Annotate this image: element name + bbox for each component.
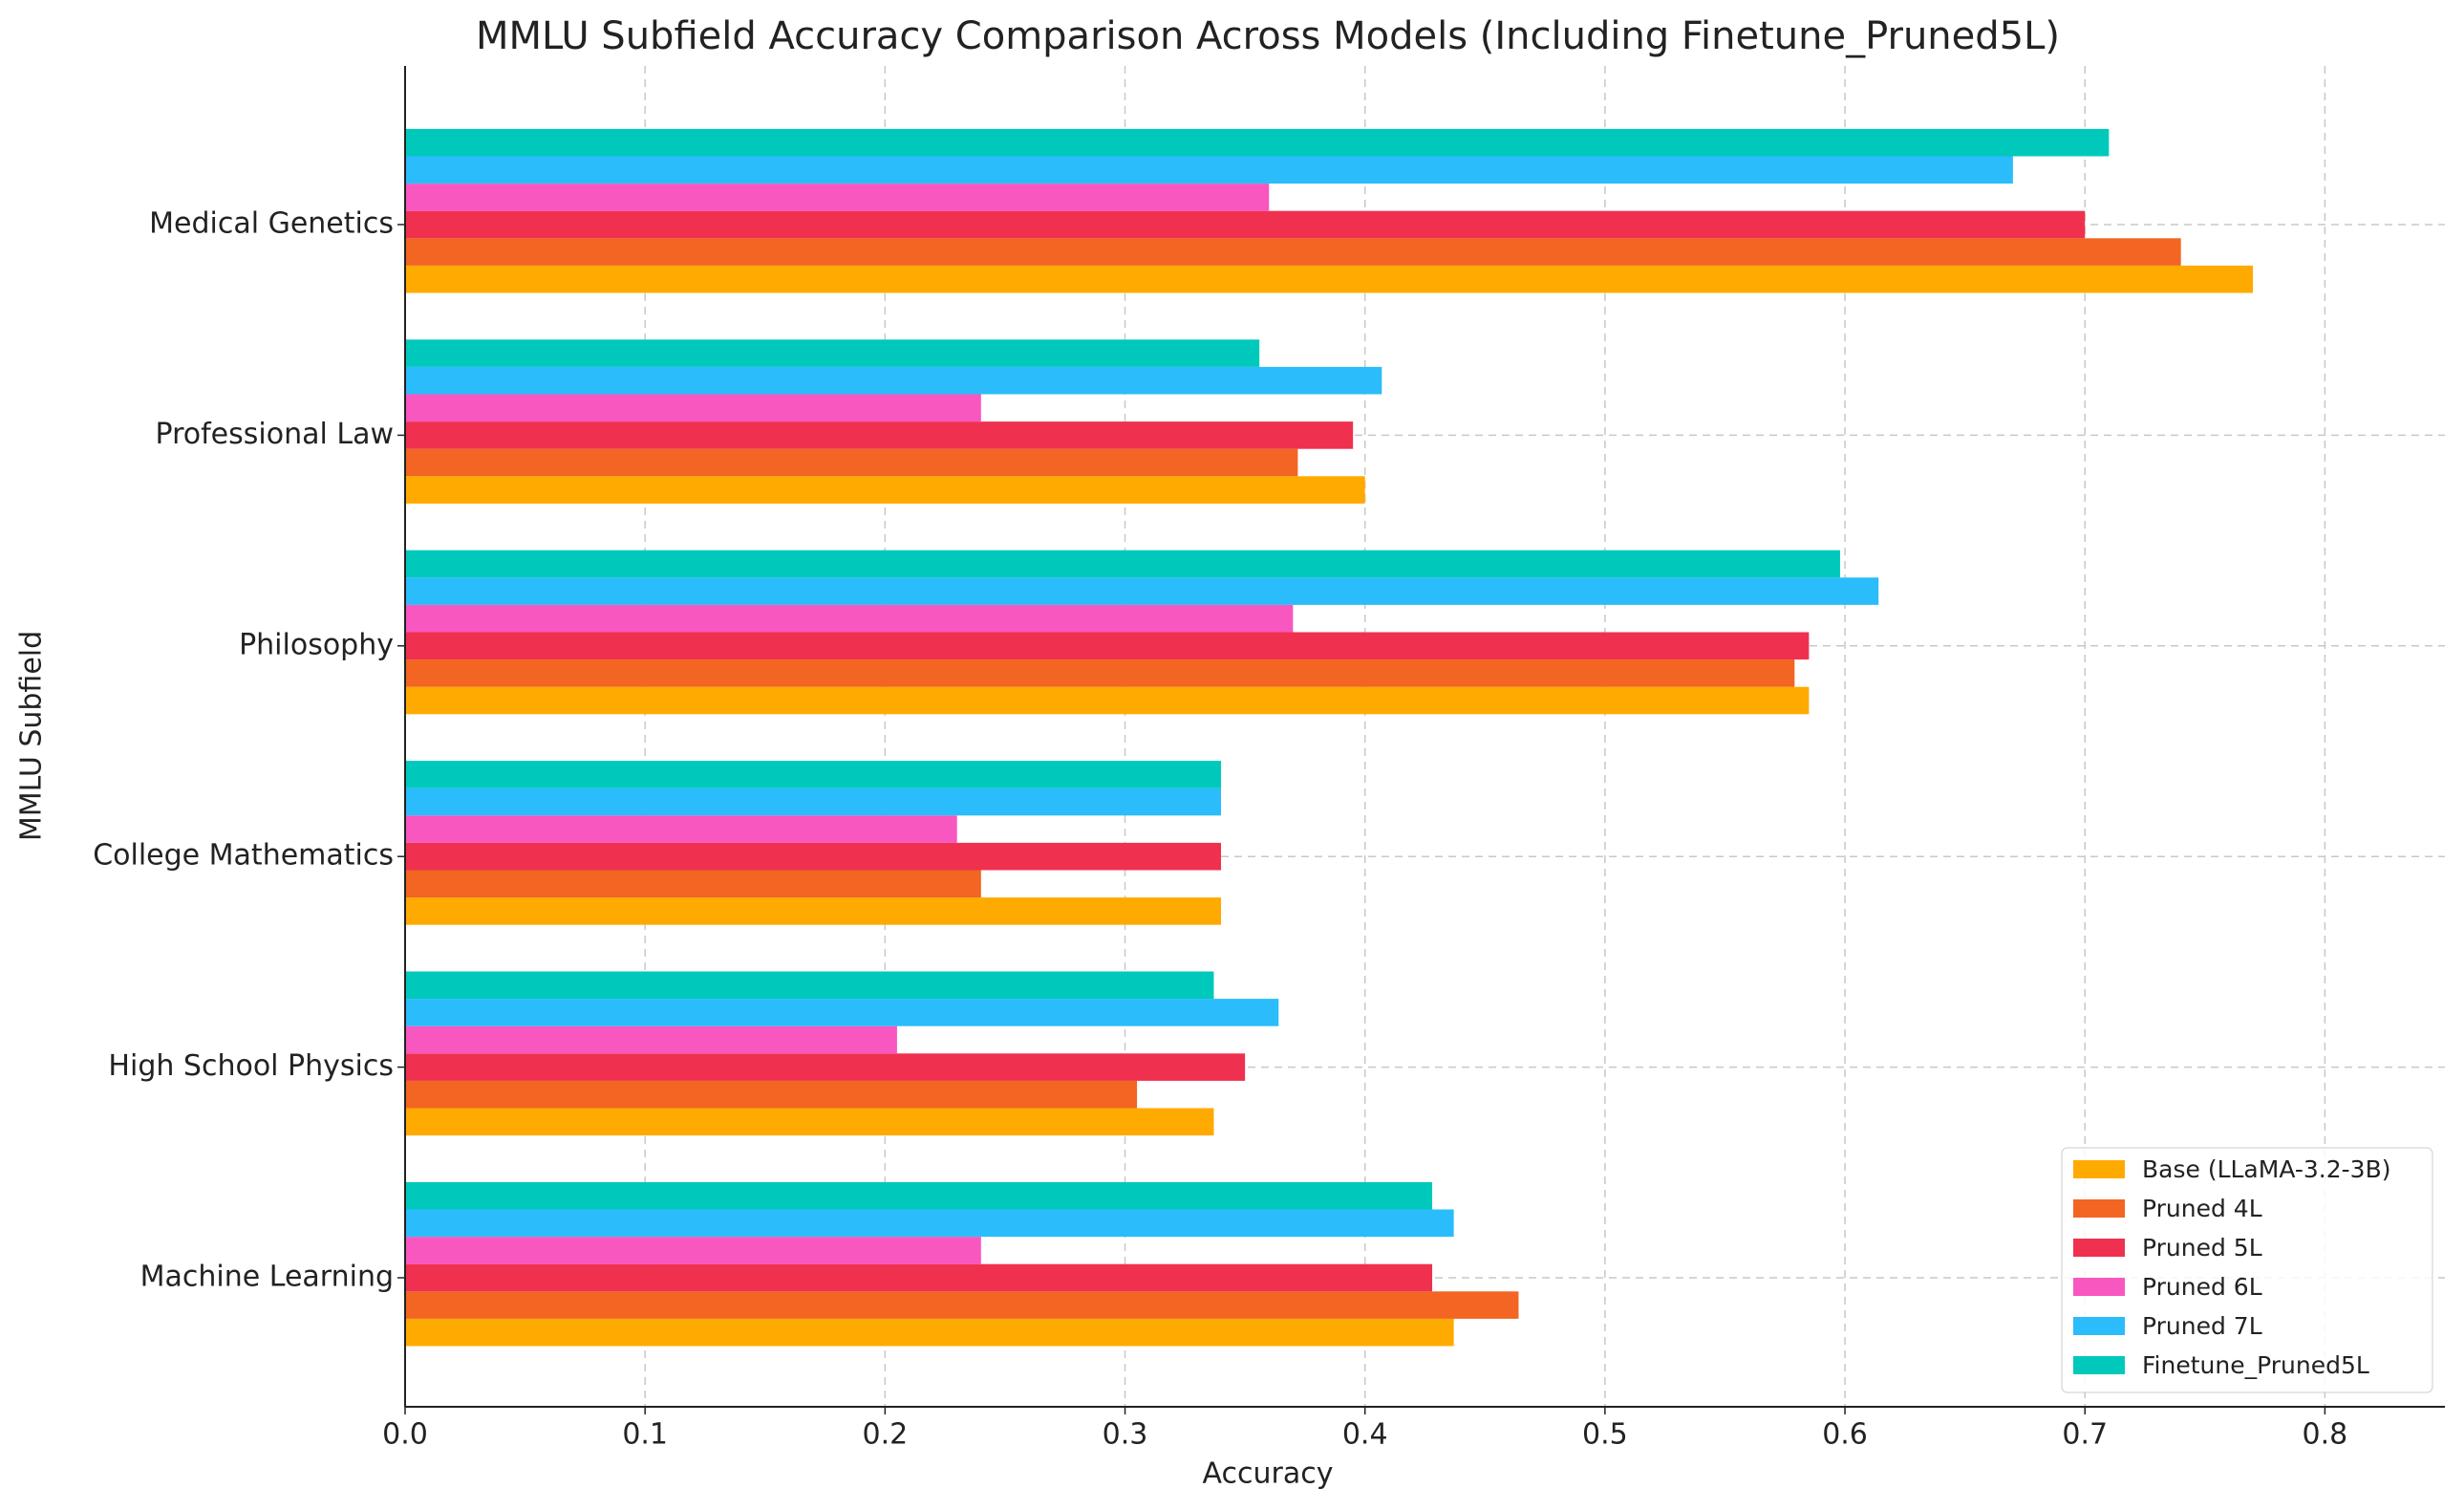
y-tick-label: Machine Learning — [140, 1261, 394, 1294]
bar — [405, 999, 1279, 1026]
x-tick-label: 0.7 — [2062, 1418, 2108, 1452]
legend-label: Base (LLaMA-3.2-3B) — [2142, 1155, 2391, 1183]
bar — [405, 476, 1365, 504]
bar — [405, 1108, 1214, 1136]
y-tick-label: College Mathematics — [93, 839, 394, 873]
legend-swatch — [2073, 1317, 2125, 1335]
legend-label: Pruned 6L — [2142, 1273, 2262, 1301]
x-tick-label: 0.6 — [1822, 1418, 1868, 1452]
x-tick-label: 0.2 — [862, 1418, 908, 1452]
bar — [405, 787, 1221, 816]
bar — [405, 366, 1382, 395]
x-tick-label: 0.1 — [622, 1418, 668, 1452]
legend-swatch — [2073, 1356, 2125, 1374]
bar — [405, 448, 1298, 477]
x-tick-label: 0.8 — [2303, 1418, 2348, 1452]
bar — [405, 815, 957, 843]
bar — [405, 870, 981, 898]
x-tick-label: 0.4 — [1342, 1418, 1388, 1452]
y-tick-label: Philosophy — [239, 628, 394, 661]
bar — [405, 761, 1221, 788]
legend-swatch — [2073, 1199, 2125, 1218]
y-tick-label: Medical Genetics — [149, 207, 394, 241]
legend-swatch — [2073, 1160, 2125, 1178]
bar — [405, 1263, 1433, 1292]
bar — [405, 897, 1221, 925]
chart-title: MMLU Subfield Accuracy Comparison Across… — [476, 14, 2060, 58]
x-axis-label: Accuracy — [1203, 1457, 1334, 1491]
y-tick-label: Professional Law — [156, 418, 394, 451]
bar — [405, 1181, 1433, 1210]
bar — [405, 1318, 1454, 1347]
bar — [405, 1080, 1138, 1109]
legend-box — [2061, 1147, 2433, 1393]
bar — [405, 1209, 1454, 1238]
bar — [405, 550, 1841, 578]
bar — [405, 421, 1354, 449]
y-tick-label: High School Physics — [108, 1049, 394, 1083]
x-tick-label: 0.5 — [1582, 1418, 1628, 1452]
bar — [405, 842, 1221, 871]
bar — [405, 128, 2110, 157]
bar — [405, 265, 2254, 293]
bar — [405, 210, 2086, 239]
bar — [405, 577, 1879, 605]
bar — [405, 632, 1810, 660]
bar — [405, 971, 1214, 1000]
y-axis-label: MMLU Subfield — [15, 631, 49, 841]
bar — [405, 339, 1260, 367]
bar — [405, 238, 2181, 266]
bar — [405, 1053, 1246, 1081]
legend-label: Pruned 4L — [2142, 1195, 2262, 1222]
bar — [405, 183, 1270, 211]
legend-label: Finetune_Pruned5L — [2142, 1351, 2369, 1379]
bar — [405, 1025, 897, 1054]
bar — [405, 686, 1810, 715]
legend-swatch — [2073, 1239, 2125, 1257]
x-tick-label: 0.3 — [1103, 1418, 1148, 1452]
legend-swatch — [2073, 1278, 2125, 1296]
bar — [405, 394, 981, 422]
legend-label: Pruned 7L — [2142, 1312, 2262, 1340]
bar — [405, 156, 2013, 184]
legend-label: Pruned 5L — [2142, 1234, 2262, 1262]
bar — [405, 604, 1294, 633]
bar — [405, 659, 1795, 687]
bar — [405, 1237, 981, 1264]
x-tick-label: 0.0 — [382, 1418, 428, 1452]
bar — [405, 1291, 1519, 1319]
